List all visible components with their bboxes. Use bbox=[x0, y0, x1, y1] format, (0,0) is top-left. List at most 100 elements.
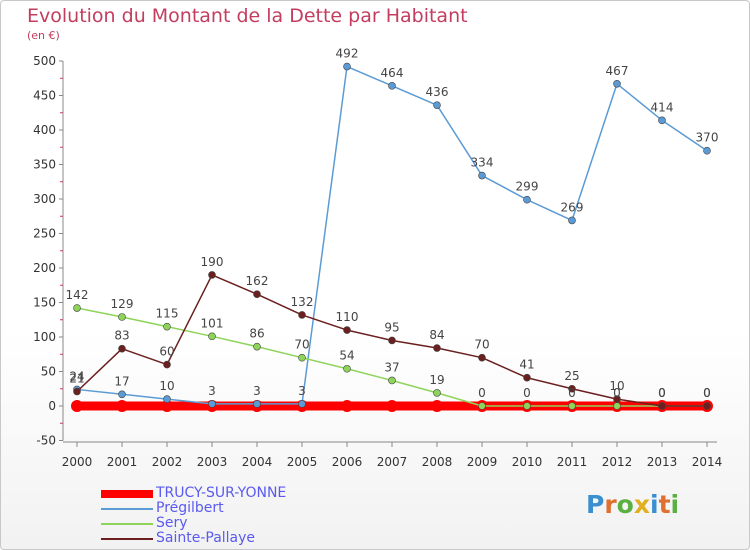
legend-swatch-sery bbox=[101, 523, 153, 525]
x-tick-label: 2006 bbox=[332, 455, 363, 469]
data-point-pregilbert bbox=[163, 395, 171, 403]
data-point-pregilbert bbox=[433, 101, 441, 109]
data-point-trucy-sur-yonne bbox=[116, 400, 128, 412]
data-label-sery: 86 bbox=[249, 327, 264, 341]
data-point-pregilbert bbox=[388, 82, 396, 90]
data-label-sery: 19 bbox=[429, 373, 444, 387]
data-point-sery bbox=[118, 313, 126, 321]
data-point-sainte-pallaye bbox=[613, 395, 621, 403]
data-point-pregilbert bbox=[523, 195, 531, 204]
data-label-pregilbert: 436 bbox=[426, 85, 449, 99]
data-label-sery: 0 bbox=[523, 386, 531, 400]
logo-letter: t bbox=[658, 490, 671, 519]
y-tick-label: 400 bbox=[33, 123, 56, 137]
data-point-sery bbox=[613, 402, 621, 410]
x-tick-label: 2008 bbox=[422, 455, 453, 469]
chart-title: Evolution du Montant de la Dette par Hab… bbox=[27, 5, 468, 27]
data-label-sainte-pallaye: 190 bbox=[201, 255, 224, 269]
data-point-sainte-pallaye bbox=[163, 360, 171, 369]
data-point-sainte-pallaye bbox=[433, 344, 441, 352]
data-label-pregilbert: 3 bbox=[298, 384, 306, 398]
data-point-sery bbox=[253, 342, 261, 351]
data-label-pregilbert: 299 bbox=[516, 180, 539, 194]
data-point-sainte-pallaye bbox=[73, 387, 81, 396]
y-tick-label: -50 bbox=[36, 434, 56, 448]
data-label-sainte-pallaye: 0 bbox=[658, 386, 666, 400]
data-point-trucy-sur-yonne bbox=[341, 400, 353, 412]
data-point-sery bbox=[298, 353, 306, 362]
x-tick-label: 2010 bbox=[512, 455, 543, 469]
data-point-sainte-pallaye bbox=[568, 384, 576, 393]
data-point-sery bbox=[388, 376, 396, 385]
data-point-pregilbert bbox=[613, 79, 621, 88]
data-label-sainte-pallaye: 132 bbox=[291, 295, 314, 309]
y-tick-label: 450 bbox=[33, 89, 56, 103]
legend-swatch-pregilbert bbox=[101, 508, 153, 510]
data-point-pregilbert bbox=[343, 62, 351, 71]
data-point-pregilbert bbox=[658, 116, 666, 125]
data-label-pregilbert: 370 bbox=[696, 131, 719, 145]
data-label-sery: 37 bbox=[384, 360, 399, 374]
data-label-sery: 115 bbox=[156, 307, 179, 321]
data-labels-layer: 24 17 10 3 3 34924644363342992694674143701421… bbox=[66, 47, 719, 400]
data-label-pregilbert: 467 bbox=[606, 64, 629, 78]
x-tick-label: 2001 bbox=[107, 455, 138, 469]
data-point-sery bbox=[343, 364, 351, 373]
data-label-sainte-pallaye: 10 bbox=[609, 379, 624, 393]
y-tick-label: 100 bbox=[33, 330, 56, 344]
data-label-sainte-pallaye: 110 bbox=[336, 310, 359, 324]
data-point-pregilbert bbox=[703, 146, 711, 155]
data-label-sery: 142 bbox=[66, 288, 89, 302]
data-label-sery: 0 bbox=[613, 386, 621, 400]
data-label-sainte-pallaye: 60 bbox=[159, 345, 174, 359]
logo-letter: i bbox=[650, 490, 659, 519]
data-label-pregilbert: 10 bbox=[159, 379, 174, 393]
data-point-trucy-sur-yonne bbox=[161, 400, 173, 412]
y-tick-label: 150 bbox=[33, 296, 56, 310]
data-point-sainte-pallaye bbox=[523, 373, 531, 382]
data-point-sery bbox=[73, 304, 81, 312]
data-point-trucy-sur-yonne bbox=[386, 400, 398, 412]
data-label-sainte-pallaye: 95 bbox=[384, 320, 399, 334]
data-label-pregilbert: 334 bbox=[471, 156, 494, 170]
data-point-sery bbox=[568, 402, 576, 410]
y-tick-label: 0 bbox=[48, 399, 56, 413]
data-point-sainte-pallaye bbox=[388, 336, 396, 345]
data-label-pregilbert: 24 bbox=[69, 369, 84, 383]
legend-swatch-sainte-pallaye bbox=[101, 538, 153, 540]
data-point-sainte-pallaye bbox=[298, 311, 306, 319]
data-label-sainte-pallaye: 0 bbox=[703, 386, 711, 400]
legend-label-sainte-pallaye: Sainte-Pallaye bbox=[156, 530, 256, 546]
data-point-trucy-sur-yonne bbox=[71, 400, 83, 412]
data-point-pregilbert bbox=[478, 171, 486, 180]
data-label-pregilbert: 269 bbox=[561, 200, 584, 214]
series-layer bbox=[71, 62, 713, 412]
proxiti-logo: Proxiti bbox=[586, 490, 679, 519]
y-tick-label: 500 bbox=[33, 54, 56, 68]
y-tick-label: 250 bbox=[33, 227, 56, 241]
x-tick-label: 2011 bbox=[557, 455, 588, 469]
data-label-sainte-pallaye: 70 bbox=[474, 338, 489, 352]
data-label-sainte-pallaye: 41 bbox=[519, 358, 534, 372]
y-tick-label: 300 bbox=[33, 192, 56, 206]
x-tick-label: 2005 bbox=[287, 455, 318, 469]
legend-label-trucy-sur-yonne: TRUCY-SUR-YONNE bbox=[156, 485, 287, 501]
legend-label-pregilbert: Prégilbert bbox=[156, 500, 224, 516]
x-tick-label: 2014 bbox=[692, 455, 723, 469]
data-label-pregilbert: 17 bbox=[114, 374, 129, 388]
data-point-sainte-pallaye bbox=[478, 353, 486, 362]
data-label-sery: 70 bbox=[294, 338, 309, 352]
legend-swatch-trucy-sur-yonne bbox=[101, 490, 153, 498]
x-tick-label: 2000 bbox=[62, 455, 93, 469]
data-point-sainte-pallaye bbox=[658, 402, 666, 410]
y-tick-label: 200 bbox=[33, 261, 56, 275]
data-label-sery: 0 bbox=[658, 386, 666, 400]
chart-subtitle: (en €) bbox=[27, 29, 60, 42]
data-label-sery: 0 bbox=[568, 386, 576, 400]
y-tick-label: 50 bbox=[41, 365, 56, 379]
data-label-sainte-pallaye: 21 bbox=[69, 372, 84, 386]
data-label-pregilbert: 3 bbox=[253, 384, 261, 398]
data-point-sainte-pallaye bbox=[118, 344, 126, 353]
logo-letter: r bbox=[604, 490, 617, 519]
